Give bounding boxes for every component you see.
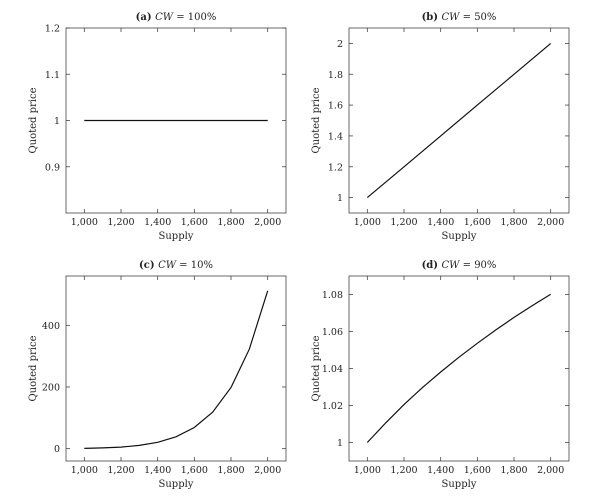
x-tick-label-a: 2,000	[254, 217, 281, 228]
x-tick-label-d: 1,600	[464, 465, 491, 476]
x-tick-label-d: 1,800	[500, 465, 527, 476]
plot-frame-b	[348, 27, 570, 214]
x-tick-label-c: 1,400	[144, 465, 171, 476]
y-tick-label-a: 1.2	[45, 24, 60, 35]
x-axis-label-a: Supply	[159, 231, 194, 242]
x-tick-label-d: 1,400	[427, 465, 454, 476]
x-tick-label-a: 1,400	[144, 217, 171, 228]
x-tick-label-b: 2,000	[537, 217, 564, 228]
x-tick-label-b: 1,600	[464, 217, 491, 228]
chart-title-variable-c: CW	[158, 260, 177, 271]
chart-title-panel-d: (d)	[422, 260, 442, 271]
chart-c: (c) CW = 10% 1,000 1,200 1,400 1,600 1,800 2,0…	[28, 260, 287, 490]
x-axis-label-d: Supply	[442, 479, 477, 490]
y-tick-label-d: 1.04	[322, 364, 343, 375]
chart-title-a: (a) CW = 100%	[136, 12, 217, 23]
chart-title-variable-d: CW	[442, 260, 461, 271]
x-tick-label-a: 1,000	[71, 217, 98, 228]
y-tick-label-b: 1.6	[328, 101, 343, 112]
chart-b: (b) CW = 50% 1,000 1,200 1,400 1,600 1,800 2,0…	[311, 12, 570, 242]
x-axis-label-b: Supply	[442, 231, 477, 242]
y-axis-label-a: Quoted price	[28, 87, 39, 153]
chart-title-value-d: = 90%	[459, 260, 496, 271]
x-tick-label-b: 1,800	[500, 217, 527, 228]
y-axis-label-d: Quoted price	[311, 335, 322, 401]
x-tick-label-a: 1,800	[217, 217, 244, 228]
x-tick-label-b: 1,400	[427, 217, 454, 228]
y-tick-label-d: 1.02	[322, 401, 343, 412]
chart-title-b: (b) CW = 50%	[422, 12, 497, 23]
x-tick-label-c: 1,800	[217, 465, 244, 476]
x-tick-label-a: 1,600	[181, 217, 208, 228]
x-tick-label-d: 1,000	[354, 465, 381, 476]
y-tick-label-b: 1.2	[328, 162, 343, 173]
series-line-c	[84, 290, 269, 449]
x-tick-label-c: 1,200	[107, 465, 134, 476]
chart-title-panel-b: (b)	[422, 12, 442, 23]
y-tick-label-c: 200	[42, 383, 60, 394]
y-tick-label-b: 1.8	[328, 70, 343, 81]
x-tick-label-c: 2,000	[254, 465, 281, 476]
chart-title-variable-a: CW	[155, 12, 174, 23]
chart-a: (a) CW = 100% 1,000 1,200 1,400 1,600 1,800 2,…	[28, 12, 287, 242]
y-axis-label-c: Quoted price	[28, 335, 39, 401]
series-line-b	[366, 42, 552, 199]
chart-title-d: (d) CW = 90%	[422, 260, 497, 271]
x-axis-label-c: Supply	[159, 479, 194, 490]
chart-d: (d) CW = 90% 1,000 1,200 1,400 1,600 1,800 2,0…	[311, 260, 570, 490]
chart-title-value-b: = 50%	[459, 12, 496, 23]
x-tick-label-b: 1,200	[390, 217, 417, 228]
y-tick-label-b: 2	[337, 39, 343, 50]
y-tick-label-d: 1	[337, 438, 343, 449]
chart-title-value-c: = 10%	[176, 260, 213, 271]
x-tick-label-a: 1,200	[107, 217, 134, 228]
chart-title-panel-a: (a)	[136, 12, 155, 23]
series-line-d	[366, 293, 552, 443]
x-tick-label-c: 1,000	[71, 465, 98, 476]
y-axis-label-b: Quoted price	[311, 87, 322, 153]
x-tick-label-b: 1,000	[354, 217, 381, 228]
chart-title-value-a: = 100%	[173, 12, 216, 23]
y-tick-label-d: 1.08	[322, 290, 343, 301]
chart-title-variable-b: CW	[442, 12, 461, 23]
y-tick-label-d: 1.06	[322, 327, 343, 338]
x-tick-label-d: 1,200	[390, 465, 417, 476]
y-tick-label-c: 400	[42, 321, 60, 332]
y-tick-label-b: 1.4	[328, 131, 343, 142]
plot-frame-c	[65, 275, 287, 462]
y-tick-label-a: 1.1	[45, 70, 60, 81]
y-tick-label-b: 1	[337, 193, 343, 204]
y-tick-label-c: 0	[54, 444, 60, 455]
y-tick-label-a: 0.9	[45, 162, 60, 173]
y-tick-label-a: 1	[54, 116, 60, 127]
x-tick-label-c: 1,600	[181, 465, 208, 476]
x-tick-label-d: 2,000	[537, 465, 564, 476]
chart-title-c: (c) CW = 10%	[139, 260, 213, 271]
chart-title-panel-c: (c)	[139, 260, 158, 271]
